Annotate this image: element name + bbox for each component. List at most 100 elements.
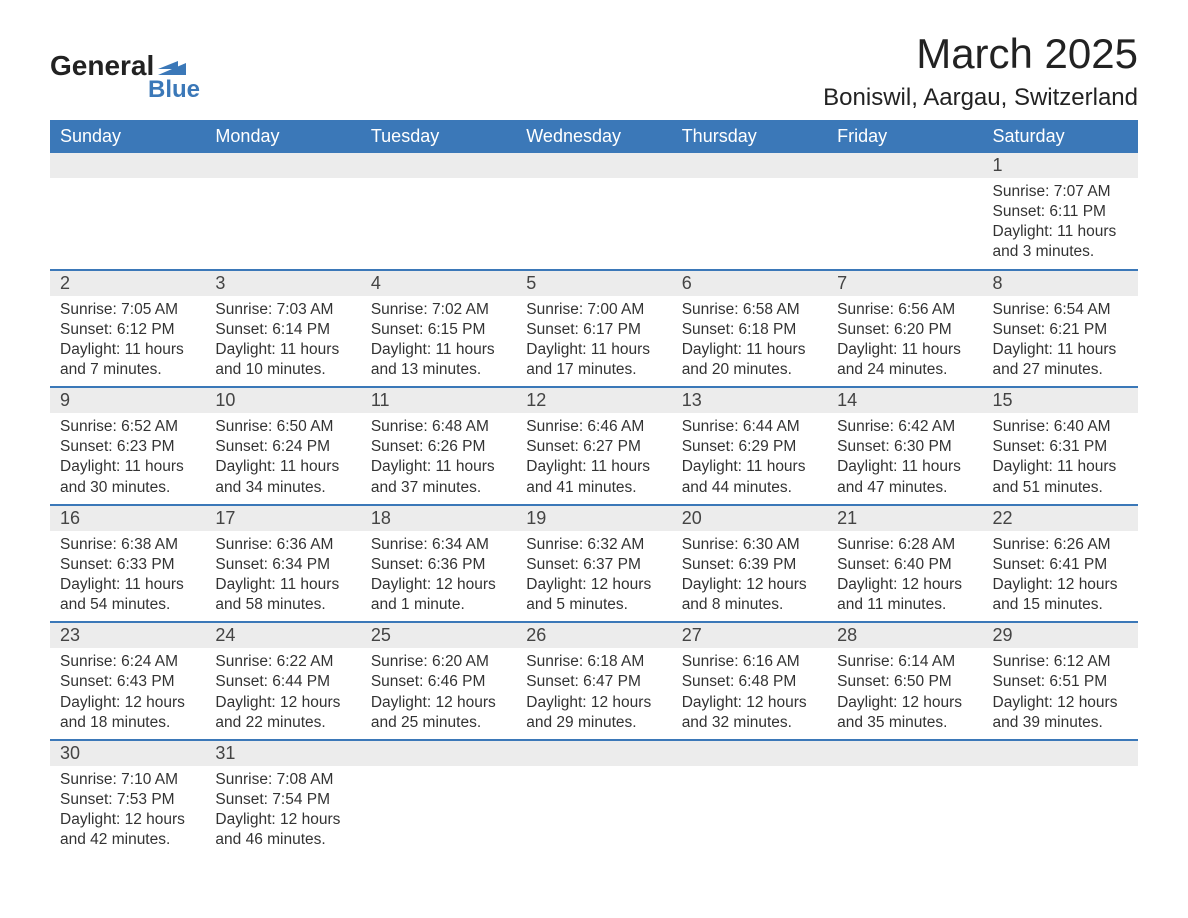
day-sunrise: Sunrise: 7:02 AM [371,300,506,320]
day-dl2: and 34 minutes. [215,478,350,498]
day-sunrise: Sunrise: 6:24 AM [60,652,195,672]
day-dl2: and 7 minutes. [60,360,195,380]
day-sunrise: Sunrise: 6:26 AM [993,535,1128,555]
day-data: Sunrise: 6:26 AMSunset: 6:41 PMDaylight:… [983,531,1138,622]
day-sunrise: Sunrise: 6:12 AM [993,652,1128,672]
day-number: 31 [205,741,360,766]
logo: General Blue [50,50,200,104]
day-dl1: Daylight: 11 hours [993,340,1128,360]
day-dl1: Daylight: 11 hours [993,222,1128,242]
day-dl2: and 22 minutes. [215,713,350,733]
day-data [205,178,360,208]
day-sunset: Sunset: 6:43 PM [60,672,195,692]
day-dl2: and 41 minutes. [526,478,661,498]
day-sunrise: Sunrise: 7:03 AM [215,300,350,320]
day-sunset: Sunset: 6:30 PM [837,437,972,457]
day-dl1: Daylight: 12 hours [837,693,972,713]
day-number: 4 [361,271,516,296]
calendar-cell: 23Sunrise: 6:24 AMSunset: 6:43 PMDayligh… [50,622,205,740]
day-sunrise: Sunrise: 6:30 AM [682,535,817,555]
day-dl1: Daylight: 12 hours [215,693,350,713]
day-number: 1 [983,153,1138,178]
day-dl2: and 27 minutes. [993,360,1128,380]
day-sunrise: Sunrise: 7:08 AM [215,770,350,790]
day-sunset: Sunset: 6:18 PM [682,320,817,340]
day-number [672,741,827,766]
calendar-cell: 7Sunrise: 6:56 AMSunset: 6:20 PMDaylight… [827,270,982,388]
day-data [672,178,827,208]
calendar-body: 1Sunrise: 7:07 AMSunset: 6:11 PMDaylight… [50,153,1138,856]
day-data [827,766,982,796]
day-dl1: Daylight: 11 hours [682,340,817,360]
day-data [672,766,827,796]
day-data: Sunrise: 6:46 AMSunset: 6:27 PMDaylight:… [516,413,671,504]
day-sunrise: Sunrise: 7:05 AM [60,300,195,320]
day-number: 27 [672,623,827,648]
day-data: Sunrise: 6:16 AMSunset: 6:48 PMDaylight:… [672,648,827,739]
day-sunset: Sunset: 6:41 PM [993,555,1128,575]
day-sunrise: Sunrise: 6:40 AM [993,417,1128,437]
day-number: 17 [205,506,360,531]
day-data: Sunrise: 7:10 AMSunset: 7:53 PMDaylight:… [50,766,205,857]
calendar-cell: 4Sunrise: 7:02 AMSunset: 6:15 PMDaylight… [361,270,516,388]
calendar-cell: 1Sunrise: 7:07 AMSunset: 6:11 PMDaylight… [983,153,1138,270]
day-number: 14 [827,388,982,413]
calendar-cell: 16Sunrise: 6:38 AMSunset: 6:33 PMDayligh… [50,505,205,623]
day-number [827,741,982,766]
day-dl1: Daylight: 12 hours [371,693,506,713]
day-number [672,153,827,178]
day-header: Thursday [672,120,827,153]
day-dl2: and 25 minutes. [371,713,506,733]
calendar-cell [205,153,360,270]
table-row: 2Sunrise: 7:05 AMSunset: 6:12 PMDaylight… [50,270,1138,388]
day-number [361,741,516,766]
day-data: Sunrise: 6:38 AMSunset: 6:33 PMDaylight:… [50,531,205,622]
day-dl1: Daylight: 12 hours [371,575,506,595]
day-sunrise: Sunrise: 6:56 AM [837,300,972,320]
table-row: 23Sunrise: 6:24 AMSunset: 6:43 PMDayligh… [50,622,1138,740]
day-sunrise: Sunrise: 7:10 AM [60,770,195,790]
calendar-cell [50,153,205,270]
day-sunset: Sunset: 6:44 PM [215,672,350,692]
calendar-cell: 29Sunrise: 6:12 AMSunset: 6:51 PMDayligh… [983,622,1138,740]
day-sunrise: Sunrise: 7:00 AM [526,300,661,320]
day-number: 29 [983,623,1138,648]
day-dl2: and 30 minutes. [60,478,195,498]
day-sunset: Sunset: 6:20 PM [837,320,972,340]
day-sunset: Sunset: 6:12 PM [60,320,195,340]
day-dl1: Daylight: 11 hours [371,457,506,477]
day-dl2: and 13 minutes. [371,360,506,380]
calendar-cell: 31Sunrise: 7:08 AMSunset: 7:54 PMDayligh… [205,740,360,857]
day-sunset: Sunset: 6:33 PM [60,555,195,575]
day-data: Sunrise: 6:14 AMSunset: 6:50 PMDaylight:… [827,648,982,739]
day-number: 3 [205,271,360,296]
table-row: 16Sunrise: 6:38 AMSunset: 6:33 PMDayligh… [50,505,1138,623]
calendar-cell: 30Sunrise: 7:10 AMSunset: 7:53 PMDayligh… [50,740,205,857]
logo-brand2: Blue [148,76,200,104]
day-number: 28 [827,623,982,648]
calendar-cell: 8Sunrise: 6:54 AMSunset: 6:21 PMDaylight… [983,270,1138,388]
day-dl2: and 47 minutes. [837,478,972,498]
header-row: General Blue March 2025 Boniswil, Aargau… [50,30,1138,112]
day-sunset: Sunset: 6:46 PM [371,672,506,692]
day-data: Sunrise: 6:30 AMSunset: 6:39 PMDaylight:… [672,531,827,622]
day-sunset: Sunset: 6:51 PM [993,672,1128,692]
table-row: 1Sunrise: 7:07 AMSunset: 6:11 PMDaylight… [50,153,1138,270]
calendar-cell: 12Sunrise: 6:46 AMSunset: 6:27 PMDayligh… [516,387,671,505]
day-dl1: Daylight: 11 hours [60,340,195,360]
day-sunrise: Sunrise: 6:52 AM [60,417,195,437]
day-number: 2 [50,271,205,296]
day-data [361,766,516,796]
calendar-cell: 25Sunrise: 6:20 AMSunset: 6:46 PMDayligh… [361,622,516,740]
day-number: 19 [516,506,671,531]
day-dl2: and 3 minutes. [993,242,1128,262]
day-dl1: Daylight: 12 hours [526,693,661,713]
day-sunrise: Sunrise: 6:38 AM [60,535,195,555]
day-dl1: Daylight: 11 hours [837,340,972,360]
day-dl2: and 20 minutes. [682,360,817,380]
day-sunrise: Sunrise: 6:18 AM [526,652,661,672]
day-dl1: Daylight: 11 hours [371,340,506,360]
calendar-cell: 28Sunrise: 6:14 AMSunset: 6:50 PMDayligh… [827,622,982,740]
day-number [361,153,516,178]
day-dl2: and 10 minutes. [215,360,350,380]
